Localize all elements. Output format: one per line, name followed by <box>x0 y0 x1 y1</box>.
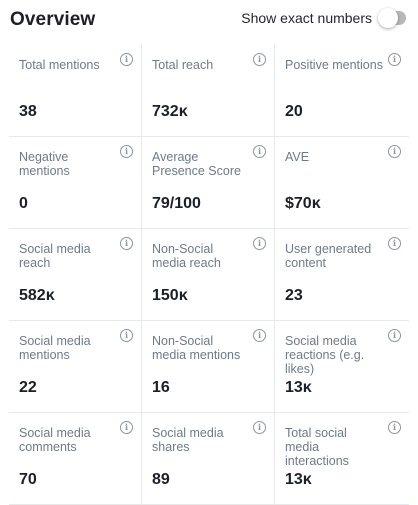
metric-label: User generated content <box>285 242 372 270</box>
info-icon[interactable]: i <box>388 53 401 66</box>
show-exact-numbers-toggle[interactable] <box>378 8 406 28</box>
metric-card-average-presence-score: Average Presence Score 79/100 i <box>142 137 275 229</box>
metric-value: 582ᴋ <box>19 287 55 304</box>
metric-card-user-generated-content: User generated content 23 i <box>275 229 409 321</box>
info-icon[interactable]: i <box>120 237 133 250</box>
metric-card-social-media-reactions: Social media reactions (e.g. likes) 13ᴋ … <box>275 321 409 413</box>
metric-value: 38 <box>19 103 37 120</box>
info-icon[interactable]: i <box>388 329 401 342</box>
metrics-grid: Total mentions 38 i Total reach 732ᴋ i P… <box>9 45 409 505</box>
info-icon[interactable]: i <box>120 329 133 342</box>
metric-card-social-media-shares: Social media shares 89 i <box>142 413 275 505</box>
metric-card-total-reach: Total reach 732ᴋ i <box>142 45 275 137</box>
metric-label: Social media mentions <box>19 334 91 362</box>
info-icon[interactable]: i <box>388 145 401 158</box>
info-icon[interactable]: i <box>120 53 133 66</box>
metric-value: 13ᴋ <box>285 379 312 396</box>
metric-label: Total mentions <box>19 58 100 72</box>
info-icon[interactable]: i <box>388 421 401 434</box>
metric-card-total-mentions: Total mentions 38 i <box>9 45 142 137</box>
metric-card-non-social-media-mentions: Non-Social media mentions 16 i <box>142 321 275 413</box>
metric-card-total-social-media-interactions: Total social media interactions 13ᴋ i <box>275 413 409 505</box>
metric-label: Non-Social media reach <box>152 242 221 270</box>
exact-numbers-toggle-group: Show exact numbers <box>241 8 406 28</box>
metric-card-social-media-mentions: Social media mentions 22 i <box>9 321 142 413</box>
metric-value: 22 <box>19 379 37 396</box>
metric-value: 16 <box>152 379 170 396</box>
metric-value: $70ᴋ <box>285 195 321 212</box>
metric-value: 20 <box>285 103 303 120</box>
metric-card-social-media-comments: Social media comments 70 i <box>9 413 142 505</box>
metric-label: Positive mentions <box>285 58 383 72</box>
metric-label: Average Presence Score <box>152 150 241 178</box>
metric-value: 79/100 <box>152 195 201 212</box>
metric-label: Negative mentions <box>19 150 70 178</box>
info-icon[interactable]: i <box>120 145 133 158</box>
metric-label: AVE <box>285 150 310 164</box>
metric-value: 13ᴋ <box>285 471 312 488</box>
metric-value: 23 <box>285 287 303 304</box>
metric-label: Total reach <box>152 58 214 72</box>
info-icon[interactable]: i <box>120 421 133 434</box>
metric-value: 89 <box>152 471 170 488</box>
toggle-label: Show exact numbers <box>241 10 372 26</box>
info-icon[interactable]: i <box>253 329 266 342</box>
metric-card-negative-mentions: Negative mentions 0 i <box>9 137 142 229</box>
metric-card-ave: AVE $70ᴋ i <box>275 137 409 229</box>
metric-label: Social media reactions (e.g. likes) <box>285 334 365 376</box>
info-icon[interactable]: i <box>253 421 266 434</box>
info-icon[interactable]: i <box>388 237 401 250</box>
metric-value: 70 <box>19 471 37 488</box>
info-icon[interactable]: i <box>253 237 266 250</box>
metric-value: 732ᴋ <box>152 103 188 120</box>
metric-value: 150ᴋ <box>152 287 188 304</box>
metric-card-social-media-reach: Social media reach 582ᴋ i <box>9 229 142 321</box>
metric-card-positive-mentions: Positive mentions 20 i <box>275 45 409 137</box>
info-icon[interactable]: i <box>253 53 266 66</box>
metric-label: Non-Social media mentions <box>152 334 241 362</box>
info-icon[interactable]: i <box>253 145 266 158</box>
page-title: Overview <box>10 9 96 30</box>
metric-label: Social media shares <box>152 426 224 454</box>
overview-header: Overview Show exact numbers <box>0 0 418 40</box>
metric-card-non-social-media-reach: Non-Social media reach 150ᴋ i <box>142 229 275 321</box>
toggle-knob[interactable] <box>378 8 398 28</box>
metric-label: Social media reach <box>19 242 91 270</box>
metric-label: Total social media interactions <box>285 426 349 468</box>
metric-value: 0 <box>19 195 28 212</box>
metric-label: Social media comments <box>19 426 91 454</box>
